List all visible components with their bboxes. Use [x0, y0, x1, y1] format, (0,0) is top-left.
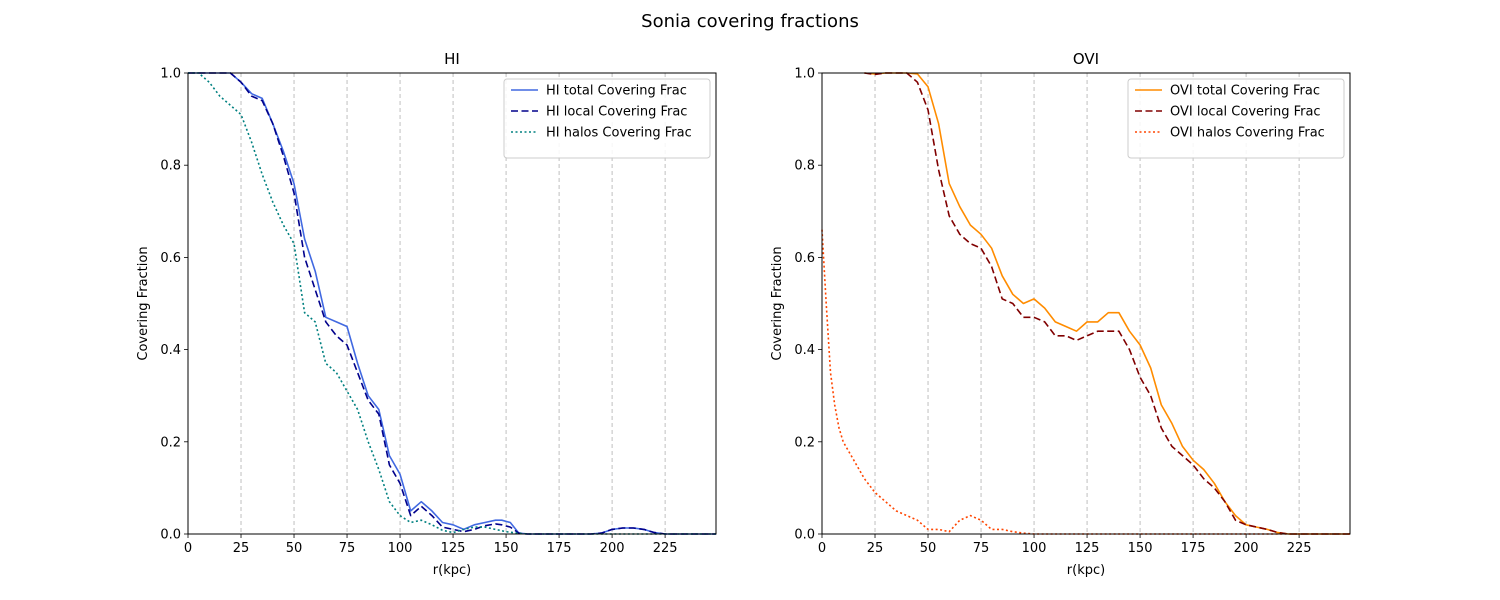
ovi-x-tick-label: 125	[1075, 541, 1100, 556]
ovi-series-line-dashed	[864, 72, 1350, 535]
hi-panel: HI 0 25 50 75 100 125 150 175 200 225 0.00.20.40.…	[136, 50, 717, 578]
ovi-x-tick-label: 225	[1287, 541, 1312, 556]
hi-x-tick-label: 75	[339, 541, 356, 556]
ovi-panel-title: OVI	[1073, 50, 1099, 68]
hi-x-tick-label: 100	[388, 541, 413, 556]
hi-legend: HI total Covering Frac HI local Covering …	[503, 78, 711, 159]
hi-x-tick-label: 0	[184, 541, 192, 556]
ovi-x-tick-label: 175	[1181, 541, 1206, 556]
hi-y-tick-label: 1.0	[160, 67, 181, 82]
ovi-y-axis-label: Covering Fraction	[770, 246, 785, 360]
hi-legend-label: HI local Covering Frac	[546, 105, 687, 120]
figure-suptitle: Sonia covering fractions	[641, 11, 859, 32]
hi-panel-title: HI	[444, 50, 460, 68]
ovi-y-tick-label: 0.6	[794, 251, 815, 266]
ovi-plot-frame	[821, 72, 1351, 535]
hi-plot-frame	[187, 72, 717, 535]
ovi-x-tick-label: 0	[818, 541, 826, 556]
ovi-x-ticks: 0 25 50 75 100 125 150 175 200 225	[818, 534, 1312, 556]
ovi-legend-label: OVI local Covering Frac	[1170, 105, 1321, 120]
ovi-x-tick-label: 150	[1128, 541, 1153, 556]
hi-legend-box	[503, 78, 711, 159]
ovi-y-tick-label: 0.4	[794, 343, 815, 358]
hi-x-tick-label: 150	[494, 541, 519, 556]
ovi-y-tick-label: 1.0	[794, 67, 815, 82]
ovi-series-line-solid	[864, 72, 1350, 535]
ovi-x-axis-label: r(kpc)	[1067, 563, 1105, 578]
ovi-x-tick-label: 75	[973, 541, 990, 556]
hi-y-tick-label: 0.2	[160, 435, 181, 450]
hi-x-tick-label: 125	[441, 541, 466, 556]
hi-x-tick-label: 200	[600, 541, 625, 556]
ovi-legend-box	[1127, 78, 1345, 159]
ovi-legend-label: OVI total Covering Frac	[1170, 84, 1320, 99]
hi-y-tick-label: 0.6	[160, 251, 181, 266]
ovi-y-tick-label: 0.8	[794, 159, 815, 174]
hi-y-ticks: 0.0 0.2 0.4 0.6 0.8 1.0	[160, 67, 188, 543]
hi-y-tick-label: 0.8	[160, 159, 181, 174]
hi-x-tick-label: 50	[286, 541, 303, 556]
hi-series-line-dotted	[188, 72, 716, 535]
hi-x-tick-label: 25	[233, 541, 250, 556]
ovi-series-line-dotted	[821, 229, 1350, 535]
ovi-panel: OVI 0 25 50 75 100 125 150 175 200 225 0.00.20.40…	[770, 50, 1351, 578]
ovi-y-tick-label: 0.0	[794, 528, 815, 543]
ovi-x-tick-label: 100	[1022, 541, 1047, 556]
ovi-legend-label: OVI halos Covering Frac	[1170, 126, 1325, 141]
hi-legend-label: HI total Covering Frac	[546, 84, 687, 99]
hi-y-tick-label: 0.4	[160, 343, 181, 358]
hi-x-tick-label: 225	[653, 541, 678, 556]
hi-y-tick-label: 0.0	[160, 528, 181, 543]
hi-series	[188, 72, 716, 535]
ovi-y-tick-label: 0.2	[794, 435, 815, 450]
hi-x-axis-label: r(kpc)	[433, 563, 471, 578]
ovi-legend: OVI total Covering Frac OVI local Coverin…	[1127, 78, 1345, 159]
hi-series-line-dashed	[188, 72, 716, 535]
hi-y-axis-label: Covering Fraction	[136, 246, 151, 360]
ovi-y-ticks: 0.0 0.2 0.4 0.6 0.8 1.0	[794, 67, 822, 543]
hi-x-tick-label: 175	[547, 541, 572, 556]
ovi-x-tick-label: 25	[867, 541, 884, 556]
hi-x-ticks: 0 25 50 75 100 125 150 175 200 225	[184, 534, 678, 556]
hi-legend-label: HI halos Covering Frac	[546, 126, 692, 141]
ovi-x-tick-label: 200	[1234, 541, 1259, 556]
ovi-x-tick-label: 50	[920, 541, 937, 556]
